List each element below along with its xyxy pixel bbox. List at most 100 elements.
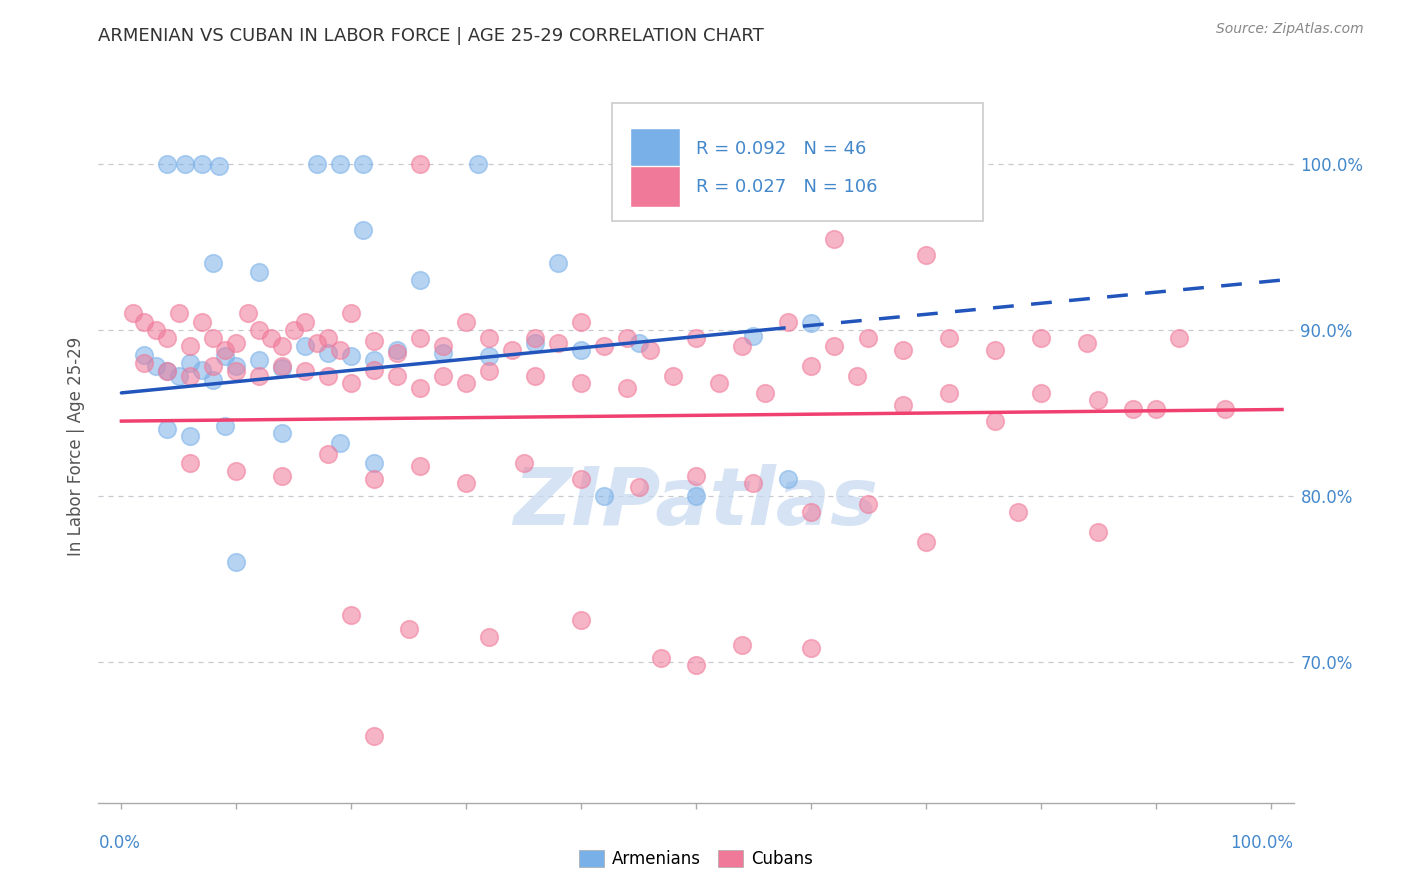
FancyBboxPatch shape <box>613 103 983 221</box>
Point <box>650 651 672 665</box>
Point <box>1087 525 1109 540</box>
Text: R = 0.092   N = 46: R = 0.092 N = 46 <box>696 140 866 158</box>
Point <box>1029 331 1052 345</box>
Point <box>179 339 201 353</box>
Point <box>305 336 328 351</box>
Point <box>191 157 214 171</box>
Point <box>352 157 374 171</box>
Point <box>685 331 707 345</box>
Point <box>731 638 754 652</box>
Point <box>627 336 650 351</box>
Point <box>1029 385 1052 400</box>
Point <box>340 608 363 623</box>
Point <box>1122 402 1144 417</box>
Point <box>638 343 661 357</box>
Point <box>236 306 259 320</box>
Point <box>501 343 523 357</box>
Point <box>478 364 501 378</box>
Y-axis label: In Labor Force | Age 25-29: In Labor Force | Age 25-29 <box>67 336 86 556</box>
Point <box>984 343 1007 357</box>
Point <box>800 505 823 519</box>
Point <box>167 306 190 320</box>
Point <box>316 346 339 360</box>
Point <box>191 362 214 376</box>
Point <box>1167 331 1189 345</box>
Point <box>432 369 454 384</box>
Point <box>225 555 247 569</box>
Point <box>247 323 270 337</box>
Point <box>294 314 316 328</box>
Point <box>845 369 868 384</box>
Point <box>1076 336 1098 351</box>
Point <box>385 343 409 357</box>
Point <box>685 489 707 503</box>
Point <box>316 331 339 345</box>
Point <box>167 369 190 384</box>
Point <box>156 331 179 345</box>
Point <box>524 331 547 345</box>
Point <box>208 159 231 173</box>
Point <box>202 359 225 374</box>
Point <box>214 419 236 434</box>
Point <box>478 331 501 345</box>
Point <box>214 350 236 364</box>
FancyBboxPatch shape <box>630 128 681 169</box>
Point <box>363 730 385 744</box>
Point <box>800 359 823 374</box>
Point <box>593 339 616 353</box>
Point <box>340 306 363 320</box>
Point <box>179 356 201 370</box>
Point <box>271 468 294 483</box>
Point <box>352 223 374 237</box>
Point <box>938 385 960 400</box>
Point <box>271 361 294 376</box>
Point <box>891 343 914 357</box>
Text: ZIPatlas: ZIPatlas <box>513 464 879 542</box>
Point <box>524 336 547 351</box>
Point <box>616 381 638 395</box>
Point <box>432 346 454 360</box>
Point <box>456 475 478 490</box>
Point <box>742 329 765 343</box>
Point <box>179 369 201 384</box>
Text: 0.0%: 0.0% <box>98 834 141 852</box>
Point <box>776 472 799 486</box>
Point <box>134 356 156 370</box>
Point <box>156 364 179 378</box>
Point <box>363 352 385 367</box>
Point <box>260 331 283 345</box>
Point <box>858 331 880 345</box>
Text: ARMENIAN VS CUBAN IN LABOR FORCE | AGE 25-29 CORRELATION CHART: ARMENIAN VS CUBAN IN LABOR FORCE | AGE 2… <box>98 27 765 45</box>
Point <box>271 339 294 353</box>
Point <box>467 157 489 171</box>
Point <box>409 273 432 287</box>
Point <box>294 364 316 378</box>
Point <box>1144 402 1167 417</box>
Point <box>409 157 432 171</box>
Point <box>156 422 179 436</box>
Point <box>858 497 880 511</box>
Point <box>880 198 903 212</box>
Point <box>145 359 167 374</box>
Point <box>685 468 707 483</box>
Point <box>179 429 201 443</box>
Point <box>225 336 247 351</box>
Point <box>134 314 156 328</box>
Point <box>569 314 592 328</box>
Point <box>800 641 823 656</box>
Point <box>202 256 225 270</box>
Point <box>340 350 363 364</box>
Point <box>271 425 294 440</box>
Point <box>191 314 214 328</box>
Point <box>1087 392 1109 407</box>
FancyBboxPatch shape <box>630 166 681 208</box>
Point <box>569 343 592 357</box>
Point <box>247 352 270 367</box>
Point <box>156 157 179 171</box>
Point <box>707 376 730 390</box>
Point <box>731 339 754 353</box>
Point <box>524 369 547 384</box>
Text: Source: ZipAtlas.com: Source: ZipAtlas.com <box>1216 21 1364 36</box>
Text: R = 0.027   N = 106: R = 0.027 N = 106 <box>696 178 877 195</box>
Point <box>914 248 936 262</box>
